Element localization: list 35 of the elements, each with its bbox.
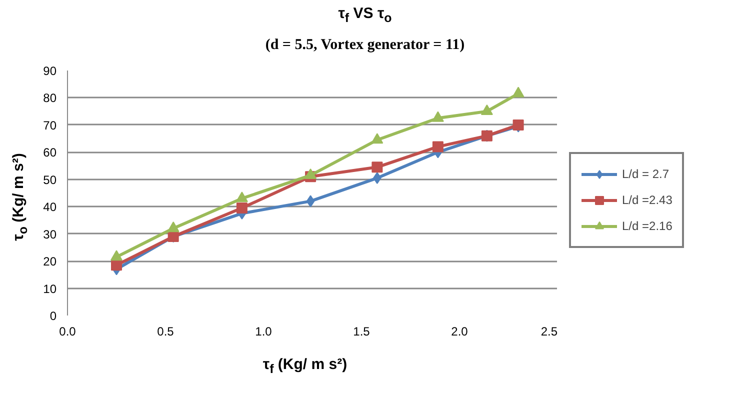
point	[236, 192, 248, 202]
legend-label: L/d =2.16	[622, 218, 672, 232]
legend-label: L/d =2.43	[622, 192, 672, 206]
point	[432, 141, 444, 152]
point	[432, 111, 444, 122]
x-tick-label: 0.5	[157, 324, 174, 338]
x-tick-label: 0.0	[59, 324, 76, 338]
point	[306, 195, 315, 208]
x-tick-label: 1.0	[255, 324, 272, 338]
point	[236, 202, 248, 214]
chart-subtitle: (d = 5.5, Vortex generator = 11)	[264, 37, 466, 54]
x-tick-label: 2.0	[451, 324, 468, 338]
point	[304, 168, 317, 179]
x-tick-label: 2.5	[540, 324, 558, 338]
point	[167, 222, 180, 232]
y-tick-label: 80	[43, 91, 57, 106]
y-tick-label: 40	[43, 200, 57, 214]
y-tick-label: 90	[43, 64, 57, 78]
y-tick-label: 20	[43, 254, 57, 269]
y-tick-label: 10	[43, 282, 57, 296]
y-tick-label: 0	[50, 309, 57, 323]
point	[512, 86, 524, 98]
point	[110, 250, 122, 261]
y-tick-label: 30	[43, 227, 57, 242]
x-axis-title: τ$_{f}$ (Kg/ m s²)	[262, 356, 348, 376]
y-tick-label: 60	[43, 146, 57, 160]
x-tick-label: 1.5	[353, 324, 370, 338]
chart-title: τ$_{f}$ VS τ$_{o}$	[337, 5, 393, 25]
point	[480, 104, 493, 116]
y-tick-label: 70	[43, 118, 57, 132]
y-tick-label: 50	[43, 172, 57, 187]
point	[111, 260, 122, 271]
legend-label: L/d = 2.7	[622, 166, 670, 180]
point	[372, 162, 383, 173]
point	[371, 133, 384, 144]
